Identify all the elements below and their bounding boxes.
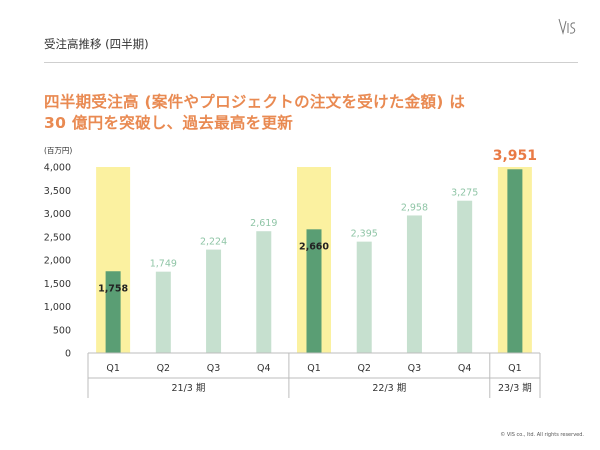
y-tick-label: 3,500: [44, 186, 71, 197]
bar: [155, 271, 171, 353]
data-label: 3,275: [451, 188, 478, 199]
data-label: 2,958: [401, 202, 428, 213]
y-tick-label: 1,000: [44, 302, 71, 313]
x-tick-label: Q1: [307, 363, 321, 374]
headline-line-1: 四半期受注高 (案件やプロジェクトの注文を受けた金額) は: [44, 93, 466, 111]
bar: [406, 215, 422, 353]
x-tick-label: Q3: [207, 363, 221, 374]
y-tick-label: 1,500: [44, 279, 71, 290]
y-tick-label: 4,000: [44, 163, 71, 174]
y-tick-label: 2,000: [44, 256, 71, 267]
group-label: 21/3 期: [172, 383, 206, 394]
y-tick-label: 0: [65, 349, 71, 360]
x-tick-label: Q4: [458, 363, 472, 374]
bar: [206, 249, 222, 353]
copyright-notice: © VIS co., ltd. All rights reserved.: [500, 432, 584, 438]
x-tick-label: Q1: [106, 363, 120, 374]
group-label: 22/3 期: [372, 383, 406, 394]
data-label: 2,619: [250, 218, 277, 229]
x-tick-label: Q4: [257, 363, 271, 374]
data-label: 3,951: [493, 148, 537, 164]
y-tick-label: 500: [53, 325, 71, 336]
bar: [105, 271, 121, 353]
page-title: 受注高推移 (四半期): [44, 37, 149, 51]
y-axis-unit-label: (百万円): [44, 146, 72, 155]
data-label: 2,224: [200, 237, 227, 248]
group-label: 23/3 期: [498, 383, 532, 394]
headline-line-2: 30 億円を突破し、過去最高を更新: [44, 114, 294, 132]
vis-logo-icon: [558, 18, 576, 35]
bar: [256, 231, 272, 353]
x-tick-label: Q2: [157, 363, 171, 374]
bar: [356, 241, 372, 353]
bar: [306, 229, 322, 353]
data-label: 1,758: [98, 283, 128, 294]
x-tick-label: Q3: [408, 363, 422, 374]
bar: [457, 200, 473, 353]
data-label: 2,660: [299, 241, 329, 252]
bar: [507, 169, 523, 353]
y-tick-label: 3,000: [44, 209, 71, 220]
x-tick-label: Q1: [508, 363, 522, 374]
header-divider: [44, 62, 578, 63]
data-label: 1,749: [150, 259, 177, 270]
y-tick-label: 2,500: [44, 232, 71, 243]
x-tick-label: Q2: [357, 363, 371, 374]
data-label: 2,395: [351, 229, 378, 240]
headline: 四半期受注高 (案件やプロジェクトの注文を受けた金額) は 30 億円を突破し、…: [44, 92, 564, 134]
